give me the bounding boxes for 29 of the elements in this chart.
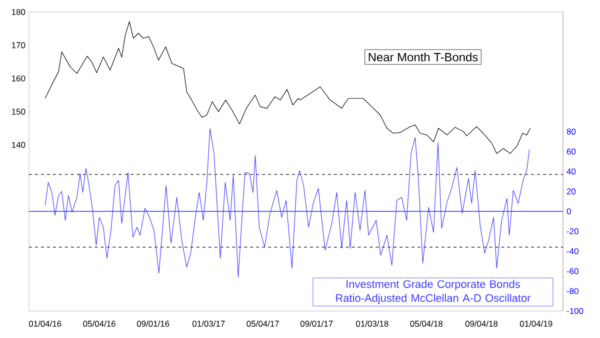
y2-tick-label: -20: [566, 228, 578, 234]
y-tick-label: 150: [12, 108, 26, 115]
y2-tick-label: 80: [566, 128, 576, 135]
y-tick-label: 140: [12, 142, 26, 148]
text: Near Month T-Bonds: [368, 52, 478, 62]
x-tick-label: 09/01/16: [136, 320, 170, 327]
x-tick-label: 01/04/19: [520, 320, 552, 327]
text: Investment Grade Corporate Bonds Ratio-Adjusted McClellan A-D Oscillator: [336, 280, 531, 304]
x-tick-label: 09/04/18: [465, 320, 498, 327]
x-tick-label: 01/03/18: [356, 320, 388, 327]
line-series: [44, 21, 531, 154]
y2-tick-label: 20: [566, 188, 576, 194]
y-tick-label: 160: [12, 75, 26, 82]
x-tick-label: 05/04/17: [246, 320, 279, 327]
y2-tick-label: -40: [566, 248, 578, 254]
y2-tick-label: -80: [566, 288, 578, 294]
y2-tick-label: -60: [566, 268, 578, 274]
x-tick-label: 05/04/18: [410, 320, 442, 327]
x-tick-label: 09/01/17: [300, 320, 333, 327]
x-tick-label: 01/04/16: [28, 320, 62, 327]
y-tick-label: 180: [12, 9, 26, 15]
line-series: [44, 128, 530, 278]
y2-tick-label: -100: [566, 308, 584, 314]
x-tick-label: 05/04/16: [83, 320, 116, 327]
y2-tick-label: 60: [566, 148, 576, 155]
y2-tick-label: 0: [566, 208, 571, 214]
x-tick-label: 01/03/17: [192, 320, 225, 327]
y-tick-label: 170: [12, 42, 26, 48]
y2-tick-label: 40: [566, 168, 576, 174]
